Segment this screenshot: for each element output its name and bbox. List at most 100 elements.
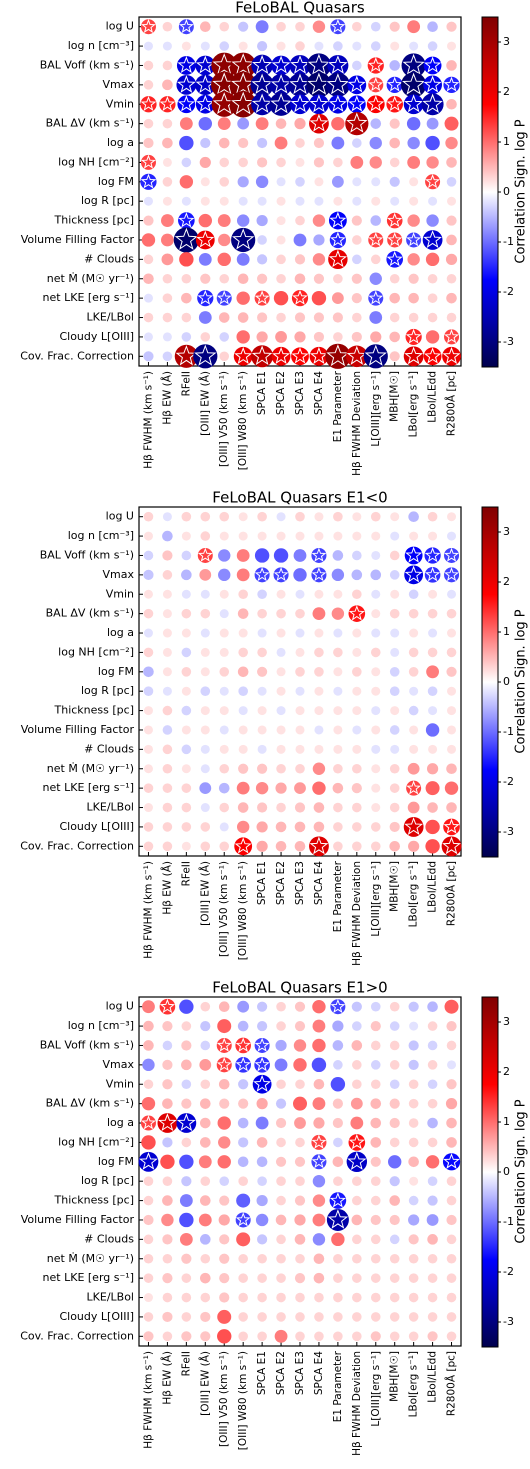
correlation-marker bbox=[446, 177, 457, 187]
correlation-marker bbox=[160, 1154, 175, 1170]
row-label: net LKE [erg s⁻¹] bbox=[43, 1271, 134, 1284]
correlation-marker bbox=[446, 273, 457, 284]
correlation-marker bbox=[370, 21, 381, 32]
significance-star bbox=[444, 547, 459, 562]
correlation-marker bbox=[294, 1156, 306, 1167]
correlation-marker bbox=[351, 1040, 363, 1051]
correlation-marker bbox=[237, 1117, 249, 1129]
correlation-marker bbox=[162, 79, 173, 91]
correlation-marker bbox=[312, 1097, 326, 1111]
correlation-marker bbox=[312, 607, 326, 621]
correlation-marker bbox=[427, 511, 438, 522]
correlation-marker bbox=[390, 628, 400, 638]
correlation-marker bbox=[295, 1137, 305, 1148]
correlation-marker bbox=[276, 531, 286, 541]
correlation-marker bbox=[446, 1234, 457, 1245]
correlation-marker bbox=[162, 196, 172, 206]
correlation-marker bbox=[427, 1176, 438, 1186]
correlation-marker bbox=[314, 744, 324, 754]
correlation-marker bbox=[199, 1234, 211, 1245]
correlation-marker bbox=[181, 196, 191, 206]
correlation-marker bbox=[257, 608, 267, 619]
column-label: SPCA E2 bbox=[275, 371, 287, 415]
row-label: BAL ΔV (km s⁻¹) bbox=[46, 1097, 134, 1110]
correlation-marker bbox=[200, 41, 210, 51]
correlation-marker bbox=[295, 21, 305, 32]
correlation-marker bbox=[370, 1137, 382, 1148]
significance-star bbox=[327, 1209, 349, 1229]
significance-star bbox=[176, 74, 196, 93]
row-label: log U bbox=[106, 510, 134, 523]
significance-star bbox=[291, 347, 309, 364]
significance-star bbox=[271, 55, 291, 74]
significance-star bbox=[364, 344, 387, 366]
correlation-marker bbox=[314, 725, 324, 735]
correlation-marker bbox=[200, 706, 210, 716]
correlation-marker bbox=[295, 628, 305, 638]
correlation-marker bbox=[238, 1273, 248, 1283]
correlation-marker bbox=[294, 273, 306, 285]
correlation-marker bbox=[293, 1058, 307, 1072]
correlation-marker bbox=[389, 157, 400, 168]
correlation-marker bbox=[143, 254, 154, 265]
correlation-marker bbox=[162, 41, 172, 51]
column-label: [OIII] V50 (km s⁻¹) bbox=[218, 371, 230, 467]
colorbar-tick-label: 2 bbox=[503, 85, 510, 98]
correlation-marker bbox=[179, 117, 193, 131]
correlation-marker bbox=[389, 1214, 400, 1226]
correlation-marker bbox=[312, 214, 326, 227]
correlation-marker bbox=[276, 1253, 286, 1264]
column-label: L[OIII][erg s⁻¹] bbox=[370, 861, 382, 937]
correlation-marker bbox=[143, 1253, 154, 1264]
significance-star bbox=[159, 95, 176, 111]
correlation-marker bbox=[162, 293, 173, 303]
correlation-marker bbox=[369, 136, 382, 150]
significance-star bbox=[346, 112, 368, 133]
correlation-marker bbox=[425, 330, 440, 344]
correlation-marker bbox=[289, 54, 311, 76]
row-label: log FM bbox=[98, 665, 134, 678]
correlation-marker bbox=[162, 1059, 173, 1070]
row-label: net Ṁ (M☉ yr⁻¹) bbox=[47, 1252, 134, 1265]
column-label: SPCA E1 bbox=[256, 1351, 268, 1395]
correlation-marker bbox=[333, 273, 343, 284]
column-label: Hβ FWHM Deviation bbox=[351, 371, 363, 476]
correlation-marker bbox=[390, 647, 400, 657]
correlation-marker bbox=[333, 1292, 343, 1303]
significance-star bbox=[309, 836, 329, 855]
correlation-marker bbox=[257, 531, 267, 541]
correlation-marker bbox=[370, 841, 381, 852]
correlation-marker bbox=[236, 214, 250, 227]
correlation-marker bbox=[447, 512, 457, 522]
significance-star bbox=[254, 567, 270, 582]
correlation-marker bbox=[408, 1098, 419, 1109]
correlation-marker bbox=[295, 744, 305, 754]
correlation-marker bbox=[332, 1117, 343, 1129]
correlation-marker bbox=[162, 686, 172, 696]
row-label: log n [cm⁻³] bbox=[68, 1019, 134, 1032]
significance-star bbox=[195, 55, 215, 74]
correlation-marker bbox=[389, 176, 400, 187]
correlation-marker bbox=[217, 1116, 231, 1130]
correlation-marker bbox=[143, 783, 154, 793]
row-label: Vmax bbox=[103, 568, 135, 581]
significance-star bbox=[346, 345, 367, 365]
correlation-marker bbox=[389, 763, 400, 774]
correlation-marker bbox=[255, 781, 269, 795]
correlation-marker bbox=[408, 1137, 419, 1148]
correlation-marker bbox=[275, 1039, 287, 1052]
correlation-marker bbox=[294, 1117, 306, 1129]
correlation-marker bbox=[257, 1001, 268, 1012]
correlation-marker bbox=[409, 628, 419, 638]
correlation-marker bbox=[162, 21, 173, 32]
correlation-marker bbox=[143, 1234, 154, 1245]
correlation-marker bbox=[176, 1113, 197, 1133]
correlation-marker bbox=[162, 1331, 173, 1342]
correlation-marker bbox=[313, 802, 325, 813]
correlation-marker bbox=[143, 1176, 154, 1186]
correlation-marker bbox=[276, 312, 286, 323]
significance-star bbox=[235, 1056, 251, 1072]
column-label: SPCA E3 bbox=[294, 371, 306, 415]
significance-star bbox=[178, 212, 195, 228]
correlation-marker bbox=[217, 1019, 232, 1034]
